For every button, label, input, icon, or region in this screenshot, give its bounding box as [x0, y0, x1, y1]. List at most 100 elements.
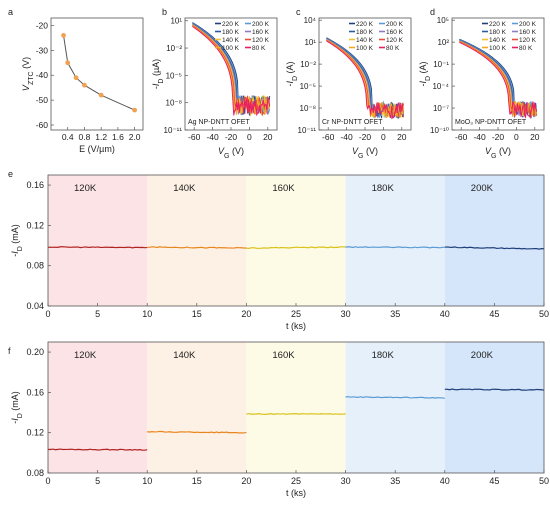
legend-label: 80 K — [252, 45, 266, 52]
y-tick-label: 10¹ — [304, 38, 316, 47]
temperature-band — [246, 342, 346, 473]
transfer-curve — [192, 24, 271, 117]
x-tick-label: 2.0 — [129, 132, 141, 142]
x-tick-label: -60 — [455, 132, 468, 142]
panel-f: f 120K 140K 160K 180K 200K 0 5 10 15 20 25 30 35 40 45 5… — [8, 341, 549, 498]
temperature-band — [147, 175, 247, 306]
current-trace — [246, 413, 346, 415]
y-tick-label: 0.04 — [26, 301, 44, 311]
y-tick-label: 0.12 — [26, 220, 44, 230]
temperature-label: 160K — [272, 350, 295, 361]
x-tick-label: 35 — [390, 476, 400, 486]
legend-label: 120 K — [519, 37, 537, 44]
y-tick-label: 10¹ — [170, 17, 182, 26]
current-trace — [47, 448, 148, 451]
panel-letter-a: a — [8, 7, 13, 17]
y-tick-label: 10⁻² — [300, 60, 316, 69]
current-trace — [246, 246, 346, 250]
x-tick-label: 45 — [489, 309, 499, 319]
panel-e: e 120K 140K 160K 180K 200K 0 5 10 15 20 25 30 35 40 45 5… — [8, 169, 549, 331]
x-tick-label: -20 — [225, 132, 238, 142]
legend-label: 180 K — [222, 29, 240, 36]
y-axis-label: VZTC (V) — [21, 57, 35, 91]
y-tick-label: 10⁴ — [304, 16, 317, 25]
plot-frame — [50, 17, 144, 131]
x-tick-label: 15 — [192, 476, 202, 486]
legend-label: 140 K — [489, 37, 507, 44]
x-tick-label: 25 — [291, 309, 301, 319]
y-tick-label: 10⁻⁷ — [433, 104, 449, 113]
y-axis-label: -ID (µA) — [151, 59, 165, 89]
data-point — [73, 75, 79, 81]
legend-label: 160 K — [252, 29, 270, 36]
data-point — [98, 92, 104, 98]
x-tick-label: 1.2 — [95, 132, 107, 142]
legend-label: 200 K — [519, 21, 537, 28]
x-tick-label: 10 — [142, 309, 152, 319]
y-tick-label: 10⁻⁵ — [166, 71, 182, 80]
panel-c: c -60 -40 -20 0 20 10⁴ 10¹ 10⁻² 10⁻⁵ 10⁻⁸ 10⁻¹¹ 220 … — [285, 7, 412, 160]
y-tick-label: -60 — [36, 120, 49, 130]
temperature-band — [345, 175, 445, 306]
panel-letter-b: b — [162, 7, 167, 17]
x-tick-label: -40 — [340, 132, 353, 142]
x-tick-label: -40 — [206, 132, 219, 142]
current-trace — [147, 246, 247, 249]
x-tick-label: 20 — [241, 309, 251, 319]
x-tick-label: 30 — [341, 476, 351, 486]
y-tick-label: 10⁻¹¹ — [164, 126, 183, 135]
x-tick-label: 40 — [440, 476, 450, 486]
legend-label: 180 K — [489, 29, 507, 36]
temperature-label: 200K — [471, 350, 494, 361]
legend-label: 220 K — [489, 21, 507, 28]
y-axis-label: -ID (A) — [418, 61, 432, 86]
legend-label: 120 K — [252, 37, 270, 44]
y-axis-label: -ID (A) — [285, 61, 299, 86]
temperature-band — [345, 342, 445, 473]
x-axis-label: VG (V) — [352, 146, 378, 160]
x-axis-label: VG (V) — [218, 146, 244, 160]
current-trace — [444, 246, 545, 250]
x-axis-label: VG (V) — [485, 146, 511, 160]
y-tick-label: 10⁵ — [437, 16, 449, 25]
y-tick-label: 10⁻⁴ — [432, 82, 449, 91]
current-trace — [147, 430, 247, 434]
x-tick-label: -20 — [492, 132, 505, 142]
y-tick-label: 0.08 — [26, 468, 44, 478]
legend-label: 120 K — [386, 37, 404, 44]
device-annotation: Ag NP-DNTT OFET — [188, 119, 250, 126]
x-tick-label: -40 — [473, 132, 486, 142]
temperature-band — [246, 175, 346, 306]
legend-label: 180 K — [356, 29, 374, 36]
transfer-curve — [459, 40, 538, 117]
current-trace — [345, 396, 445, 399]
temperature-label: 140K — [173, 350, 196, 361]
transfer-curve — [192, 24, 271, 115]
y-tick-label: -40 — [36, 70, 49, 80]
legend-label: 100 K — [356, 45, 374, 52]
x-tick-label: 0.4 — [62, 132, 74, 142]
legend-label: 200 K — [252, 21, 270, 28]
current-trace — [345, 246, 445, 249]
y-tick-label: 10⁻² — [166, 44, 182, 53]
x-tick-label: 0 — [514, 132, 519, 142]
y-tick-label: 10² — [437, 38, 449, 47]
x-tick-label: 0 — [247, 132, 252, 142]
y-tick-label: -50 — [36, 95, 49, 105]
data-point — [61, 33, 66, 38]
y-tick-label: 10⁻⁸ — [300, 104, 317, 113]
temperature-band — [48, 175, 148, 306]
x-tick-label: 50 — [539, 309, 549, 319]
x-tick-label: 1.6 — [112, 132, 124, 142]
panel-b: b -60 -40 -20 0 20 10¹ 10⁻² 10⁻⁵ 10⁻⁸ 10⁻¹¹ 220 K 20… — [151, 7, 278, 160]
x-tick-label: 5 — [95, 476, 100, 486]
temperature-label: 160K — [272, 183, 295, 194]
temperature-label: 120K — [74, 183, 97, 194]
legend-label: 100 K — [222, 45, 240, 52]
panel-d: d -60 -40 -20 0 20 10⁵ 10² 10⁻¹ 10⁻⁴ 10⁻⁷ 10⁻¹⁰ 220 … — [418, 7, 545, 160]
transfer-curve — [459, 41, 538, 120]
legend-label: 140 K — [222, 37, 240, 44]
x-tick-label: 10 — [142, 476, 152, 486]
data-point — [132, 107, 138, 113]
